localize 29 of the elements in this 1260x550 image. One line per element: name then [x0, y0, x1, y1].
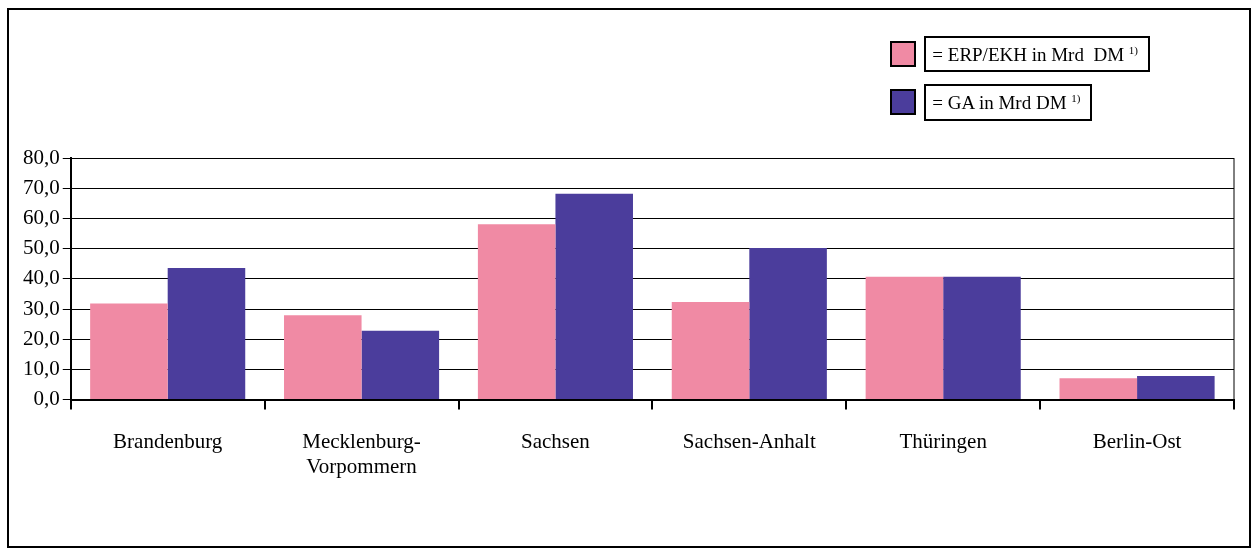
bar: [671, 302, 750, 400]
legend-label: = ERP/EKH in Mrd DM $^{1)}$: [924, 36, 1150, 73]
x-tick-label: Sachsen-Anhalt: [682, 428, 816, 453]
bar: [361, 330, 440, 400]
x-tick-label: Berlin-Ost: [1092, 428, 1182, 453]
x-tick-label: Sachsen: [521, 428, 591, 453]
y-tick-label: 30,0: [23, 295, 60, 320]
bar: [477, 224, 556, 400]
y-tick-label: 50,0: [23, 235, 60, 260]
y-tick-label: 80,0: [23, 144, 60, 169]
bar: [749, 248, 827, 400]
bar: [90, 303, 168, 400]
bar: [1137, 376, 1215, 400]
x-tick-label: Brandenburg: [113, 428, 223, 453]
bar: [943, 276, 1021, 400]
x-tick-label: Mecklenburg-Vorpommern: [302, 428, 421, 478]
legend-label: = GA in Mrd DM $^{1)}$: [924, 84, 1093, 121]
y-tick-label: 20,0: [23, 325, 60, 350]
y-tick-label: 10,0: [23, 355, 60, 380]
bar: [167, 267, 246, 400]
bar: [865, 276, 944, 400]
x-tick-label: Thüringen: [899, 428, 988, 453]
y-tick-label: 60,0: [23, 204, 60, 229]
bar: [555, 193, 633, 400]
bar: [284, 315, 362, 400]
y-tick-label: 70,0: [23, 174, 60, 199]
y-tick-label: 40,0: [23, 265, 60, 290]
bar: [1059, 378, 1138, 400]
y-tick-label: 0,0: [33, 386, 60, 411]
